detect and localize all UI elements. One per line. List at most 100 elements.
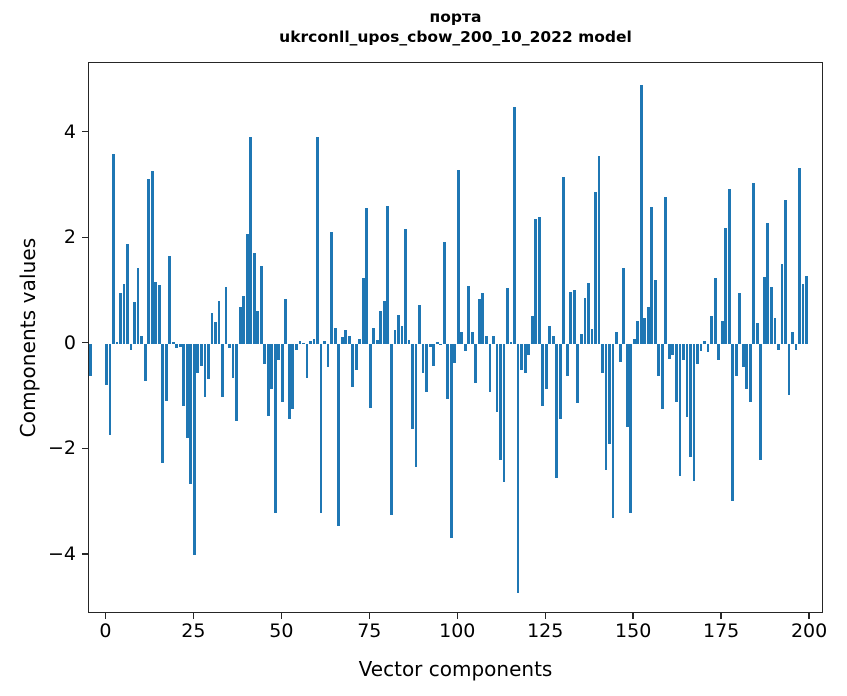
bar — [755, 322, 759, 344]
bar — [287, 343, 291, 419]
bar — [217, 300, 221, 344]
bar — [674, 343, 678, 402]
bar — [365, 207, 369, 344]
bar — [393, 330, 397, 344]
bar — [228, 343, 231, 348]
bar — [273, 343, 277, 514]
bar — [660, 343, 664, 410]
bar — [537, 217, 541, 344]
bar — [569, 292, 573, 344]
bar — [147, 179, 151, 344]
bar — [108, 343, 112, 435]
bar — [449, 343, 453, 538]
bar — [382, 300, 386, 344]
bar — [773, 318, 777, 344]
bar — [277, 343, 281, 360]
bar — [784, 200, 787, 344]
bar — [414, 343, 418, 468]
bar — [787, 343, 791, 396]
bar — [89, 343, 92, 377]
bar — [650, 206, 654, 344]
bar — [706, 343, 710, 353]
bar — [175, 343, 179, 348]
chart-title-line-2: ukrconll_upos_cbow_200_10_2022 model — [279, 27, 632, 46]
bar — [597, 155, 601, 344]
bar — [622, 267, 626, 344]
bar — [798, 167, 801, 344]
bar — [249, 136, 253, 344]
bar — [302, 342, 305, 344]
bar — [129, 343, 133, 351]
bar — [224, 286, 228, 344]
bar — [759, 343, 763, 460]
y-tick-mark — [82, 447, 88, 449]
bar — [780, 263, 784, 344]
bar — [196, 343, 200, 373]
bar — [256, 311, 260, 344]
bar — [530, 316, 534, 344]
bar — [312, 338, 316, 344]
bar — [689, 343, 692, 457]
y-tick-label: −2 — [47, 437, 76, 460]
bar — [435, 341, 439, 344]
bar — [361, 278, 365, 344]
bar — [541, 343, 545, 407]
bar — [154, 281, 158, 344]
bar — [231, 343, 235, 378]
bar — [192, 343, 196, 555]
x-tick-label: 50 — [269, 620, 294, 642]
bar — [671, 343, 675, 356]
bar — [717, 343, 721, 360]
bar — [467, 285, 471, 344]
bar — [516, 343, 520, 593]
bar — [344, 330, 348, 344]
bar — [502, 343, 506, 483]
bar — [713, 278, 717, 344]
bar — [140, 336, 143, 344]
bar — [182, 343, 186, 407]
bar — [801, 283, 805, 344]
bar — [368, 343, 372, 409]
y-tick-label: 2 — [63, 226, 76, 249]
x-tick-mark — [368, 613, 370, 619]
bar — [562, 177, 566, 344]
bar — [168, 256, 172, 344]
bar — [309, 340, 312, 344]
bar — [639, 85, 643, 344]
bar — [214, 321, 217, 344]
bar — [390, 343, 393, 515]
x-tick-label: 75 — [357, 620, 382, 642]
bar — [625, 343, 629, 428]
bar — [432, 343, 436, 366]
bar — [699, 343, 703, 352]
bar — [221, 343, 224, 397]
bar — [470, 332, 474, 344]
chart-title: порта ukrconll_upos_cbow_200_10_2022 mod… — [88, 8, 823, 48]
bar — [748, 343, 752, 402]
y-tick-mark — [82, 236, 88, 238]
bar — [555, 343, 559, 478]
y-tick-label: 4 — [63, 120, 76, 143]
bar — [337, 343, 341, 527]
bar — [157, 284, 161, 344]
bar — [305, 343, 309, 378]
bar — [284, 299, 288, 344]
bar — [590, 329, 594, 344]
bar — [347, 336, 351, 344]
bar — [488, 343, 492, 393]
bar — [527, 343, 531, 356]
x-tick-mark — [104, 613, 107, 619]
bar — [404, 228, 407, 344]
y-tick-label: 0 — [63, 331, 76, 354]
bar — [126, 243, 129, 344]
bar — [492, 336, 495, 344]
x-tick-mark — [192, 613, 195, 619]
bar — [685, 343, 689, 417]
bar — [481, 293, 485, 344]
y-tick-mark — [82, 342, 88, 344]
bar — [340, 337, 344, 344]
bar — [185, 343, 189, 438]
bar — [270, 343, 274, 390]
x-tick-label: 25 — [181, 620, 206, 642]
bar — [632, 338, 636, 344]
